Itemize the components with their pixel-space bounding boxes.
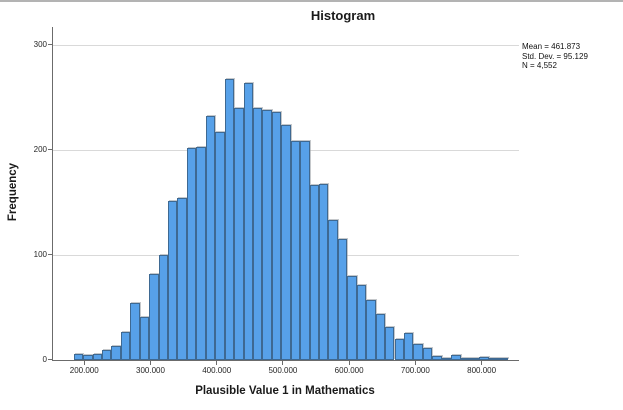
histogram-bar [366,299,376,360]
histogram-bar [403,333,414,360]
histogram-bar [469,357,480,360]
histogram-bar [328,220,338,360]
histogram-bar [479,357,489,360]
histogram-bar [139,316,150,360]
x-tick-mark [83,361,85,365]
x-tick-mark [414,361,416,365]
stat-mean: Mean = 461.873 [522,42,581,51]
x-tick-label: 400.000 [202,365,232,375]
histogram-bar [488,357,499,360]
histogram-bar [451,355,461,360]
histogram-bar [120,332,131,360]
histogram-bar [130,302,140,360]
histogram-bar [300,141,310,360]
x-axis-title: Plausible Value 1 in Mathematics [195,385,375,397]
histogram-bar [394,338,404,360]
histogram-bar [196,146,206,360]
histogram-bar [422,347,433,360]
stat-std-dev: Std. Dev. = 95.129 [522,51,588,61]
x-tick-label: 800.000 [467,365,497,375]
x-tick-label: 200.000 [69,365,99,375]
histogram-bar [271,111,282,360]
histogram-bar [262,109,272,360]
histogram-bar [252,107,263,360]
histogram-bar [186,147,197,360]
y-tick-label: 100 [33,250,47,260]
histogram-bar [149,273,159,360]
histogram-bar [92,354,102,360]
histogram-bar [413,343,423,360]
histogram-bar [158,254,168,360]
histogram-bar [309,185,319,360]
y-tick-mark [48,254,52,256]
histogram-bar [177,197,187,360]
x-tick-mark [149,361,151,365]
histogram-bar [441,357,452,360]
x-tick-mark [282,361,284,365]
stats-box: Mean = 461.873 Std. Dev. = 95.129 N = 4,… [522,42,588,71]
histogram-bar [281,124,291,360]
x-tick-label: 700.000 [400,365,430,375]
histogram-bar [347,275,357,360]
plot-area [52,27,519,361]
histogram-bar [319,184,329,360]
histogram-bar [83,355,93,360]
stat-n: N = 4,552 [522,61,557,70]
histogram-bar [432,356,442,360]
y-tick-mark [48,359,52,360]
histogram-bar [460,357,470,360]
histogram-bar [73,354,84,360]
histogram-bar [224,79,235,360]
histogram-bar [498,357,508,360]
histogram-bar [111,345,121,360]
histogram-bar [290,141,301,360]
x-tick-mark [216,361,218,365]
y-tick-mark [48,44,52,46]
histogram-bar [337,238,348,360]
histogram-bar [168,201,178,360]
y-tick-label: 300 [33,40,47,50]
gridline-300 [53,44,519,46]
x-tick-mark [348,361,350,365]
histogram-bar [243,82,253,360]
histogram-bar [375,314,386,360]
histogram-bar [385,326,395,360]
x-tick-label: 300.000 [136,365,165,375]
y-axis-title: Frequency [7,162,19,222]
x-tick-mark [481,361,483,365]
histogram-bar [101,350,112,360]
y-tick-mark [48,149,52,151]
x-tick-label: 600.000 [334,365,364,375]
histogram-bar [205,116,216,360]
histogram-bar [234,107,244,360]
histogram-bar [356,285,367,360]
histogram-bar [215,131,225,360]
y-tick-label: 0 [42,355,47,364]
chart-title: Histogram [310,8,376,23]
y-tick-label: 200 [33,145,47,155]
x-tick-label: 500.000 [268,365,298,375]
